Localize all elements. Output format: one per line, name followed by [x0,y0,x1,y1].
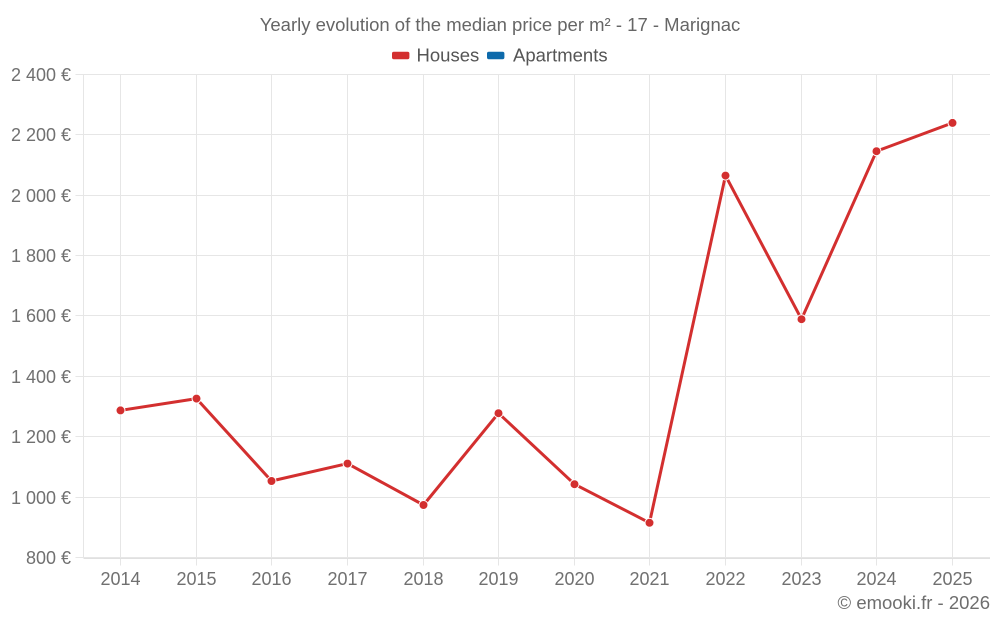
svg-text:2020: 2020 [554,569,594,589]
svg-text:1 200 €: 1 200 € [11,427,71,447]
svg-text:2024: 2024 [856,569,896,589]
svg-text:© emooki.fr - 2026: © emooki.fr - 2026 [838,592,990,613]
svg-text:1 800 €: 1 800 € [11,246,71,266]
svg-text:2016: 2016 [251,569,291,589]
svg-text:Houses: Houses [417,44,480,65]
svg-text:1 000 €: 1 000 € [11,488,71,508]
svg-text:1 400 €: 1 400 € [11,367,71,387]
svg-text:2 400 €: 2 400 € [11,65,71,85]
svg-text:2018: 2018 [403,569,443,589]
svg-text:2025: 2025 [932,569,972,589]
svg-text:2023: 2023 [781,569,821,589]
svg-text:2014: 2014 [100,569,140,589]
svg-text:800 €: 800 € [26,548,71,568]
svg-text:1 600 €: 1 600 € [11,306,71,326]
svg-text:2017: 2017 [327,569,367,589]
svg-text:2019: 2019 [478,569,518,589]
svg-text:Apartments: Apartments [513,44,608,65]
svg-text:Yearly evolution of the median: Yearly evolution of the median price per… [260,14,741,35]
svg-text:2 200 €: 2 200 € [11,125,71,145]
svg-text:2 000 €: 2 000 € [11,186,71,206]
svg-text:2015: 2015 [176,569,216,589]
svg-text:2021: 2021 [629,569,669,589]
svg-text:2022: 2022 [705,569,745,589]
